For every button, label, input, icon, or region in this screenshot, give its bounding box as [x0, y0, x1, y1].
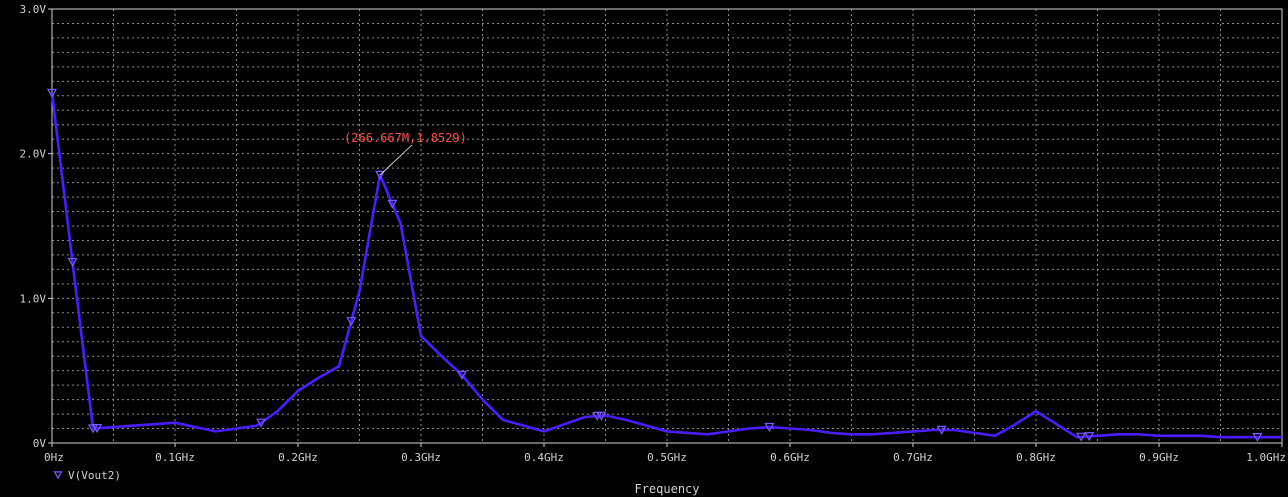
data-point-marker — [1076, 432, 1087, 442]
legend-marker-icon — [53, 471, 63, 480]
x-tick-label: 0.7GHz — [893, 451, 933, 464]
x-tick-label: 0.1GHz — [155, 451, 195, 464]
data-point-marker — [67, 257, 78, 268]
x-tick-label: 0.2GHz — [278, 451, 318, 464]
data-point-marker — [387, 199, 398, 209]
data-point-marker — [1252, 433, 1263, 443]
y-tick-label: 0V — [33, 437, 47, 450]
data-point-marker — [92, 424, 103, 434]
data-point-marker — [764, 422, 775, 432]
data-point-marker — [596, 411, 607, 421]
y-tick-label: 1.0V — [20, 292, 47, 305]
x-tick-label: 0.5GHz — [647, 451, 687, 464]
data-point-marker — [346, 317, 357, 327]
annotation-label: (266.667M,1.8529) — [344, 131, 467, 145]
x-tick-label: 0.3GHz — [401, 451, 441, 464]
y-tick-label: 2.0V — [20, 148, 47, 161]
x-axis-label: Frequency — [634, 482, 699, 496]
series-layer — [46, 88, 1282, 443]
data-point-marker — [375, 170, 386, 180]
grid — [52, 9, 1282, 443]
data-point-marker — [1084, 432, 1095, 442]
data-point-marker — [456, 370, 467, 380]
x-tick-label: 0Hz — [44, 451, 64, 464]
y-axis: 0V 1.0V 2.0V 3.0V — [20, 3, 52, 450]
x-tick-label: 0.9GHz — [1139, 451, 1179, 464]
x-tick-label: 0.6GHz — [770, 451, 810, 464]
legend: V(Vout2) — [53, 469, 121, 482]
x-tick-label: 1.0GHz — [1246, 451, 1286, 464]
annotation-layer: (266.667M,1.8529) — [344, 131, 467, 176]
data-point-marker — [46, 88, 58, 98]
y-tick-label: 3.0V — [20, 3, 47, 16]
x-tick-label: 0.4GHz — [524, 451, 564, 464]
data-point-marker — [256, 418, 267, 428]
data-point-marker — [936, 425, 947, 435]
x-axis: 0Hz 0.1GHz 0.2GHz 0.3GHz 0.4GHz 0.5GHz 0.6GHz 0… — [44, 443, 1286, 464]
annotation-leader — [379, 144, 413, 176]
series-line — [50, 92, 1282, 439]
x-tick-label: 0.8GHz — [1016, 451, 1056, 464]
legend-entry: V(Vout2) — [68, 469, 121, 482]
